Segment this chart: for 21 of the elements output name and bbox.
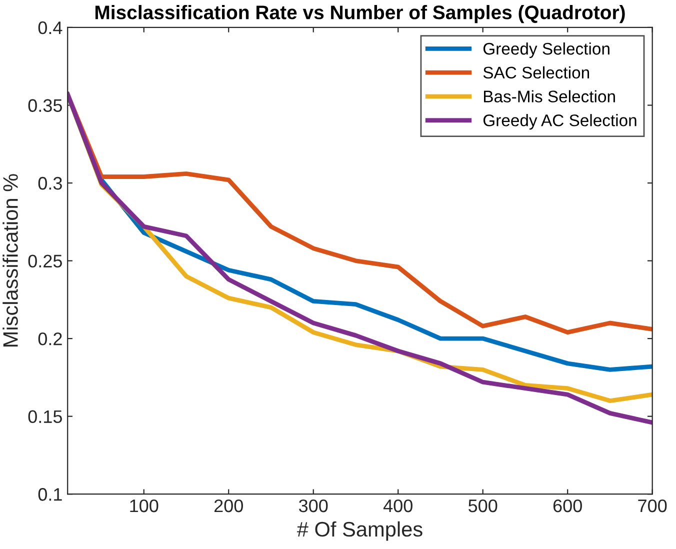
y-tick-label: 0.1 [38,488,62,501]
x-tick-label: 100 [130,499,158,512]
x-axis-title: # Of Samples [296,521,422,541]
legend-label: Greedy AC Selection [483,114,636,130]
x-tick-label: 600 [553,499,582,512]
x-tick-label: 300 [298,499,328,512]
y-tick-label: 0.2 [38,332,62,346]
chart-title: Misclassification Rate vs Number of Samples (Quadrotor) [95,5,625,24]
y-tick-label: 0.25 [28,254,62,268]
y-axis-title: Misclassification % [2,174,18,346]
y-tick-label: 0.15 [28,410,62,424]
y-tick-label: 0.4 [38,21,62,34]
legend-label: SAC Selection [483,66,590,79]
y-tick-label: 0.3 [38,176,62,190]
y-tick-label: 0.35 [28,99,62,112]
legend-label: Greedy Selection [483,42,610,58]
x-tick-label: 400 [383,499,412,512]
x-tick-label: 500 [468,499,498,512]
legend-label: Bas-Mis Selection [484,90,615,102]
x-tick-label: 700 [638,499,667,512]
x-tick-label: 200 [214,499,243,512]
